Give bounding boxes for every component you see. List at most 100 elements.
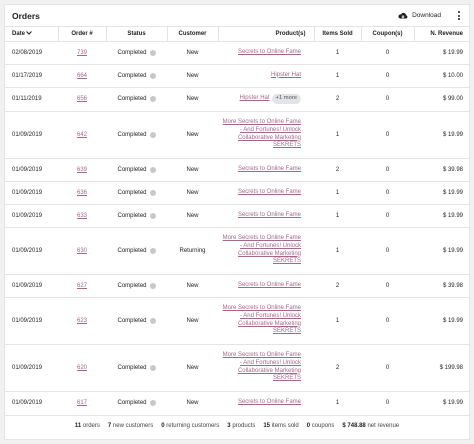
product-link[interactable]: More Secrets to Online Fame - And Fortun… [222,305,301,335]
product-link[interactable]: Secrets to Online Fame [237,281,301,288]
status-label: Completed [117,96,147,102]
status-dot-icon [149,400,156,406]
table-row: 01/09/2019 620 Completed New More Secrets to… [5,344,469,392]
card-title: Orders [12,10,40,21]
cell-date: 01/09/2019 [5,111,58,159]
cell-coupons: 0 [361,87,414,112]
status-label: Completed [117,317,147,324]
cell-status: Completed [106,344,167,392]
status-label: Completed [117,364,147,371]
cell-coupons: 0 [361,111,414,159]
cell-coupons: 0 [361,158,414,182]
column-header-coupons[interactable]: Coupon(s) [361,27,415,42]
order-link[interactable]: 636 [76,189,87,196]
table-row: 01/09/2019 636 Completed New Secrets to Onli… [5,181,469,205]
cell-status: Completed [106,297,167,345]
summary-item: 15 items sold [263,423,298,429]
cell-customer: New [167,87,218,112]
cell-items-sold: 1 [314,41,361,65]
product-link[interactable]: More Secrets to Online Fame - And Fortun… [222,352,301,382]
order-link[interactable]: 642 [76,131,87,138]
product-link[interactable]: Secrets to Online Fame [237,399,301,406]
cell-product: Secrets to Online Fame [218,391,314,416]
summary-value: $ 748.88 [342,423,366,429]
cell-net-revenue: $ 199.98 [414,344,469,392]
product-link[interactable]: Secrets to Online Fame [237,165,301,172]
summary-bar: 11 orders 7 new customers 0 returning cust… [5,416,469,437]
status-label: Completed [117,131,147,138]
cell-product: Hipster Hat +1 more [218,87,314,112]
cell-items-sold: 1 [314,111,361,159]
cell-status: Completed [106,227,167,275]
cell-order: 639 [58,158,106,182]
status-dot-icon [149,49,156,56]
cell-net-revenue: $ 19.99 [414,204,469,228]
cell-coupons: 0 [361,391,414,416]
cell-net-revenue: $ 19.99 [414,227,469,275]
order-link[interactable]: 617 [76,400,87,406]
column-header-items-sold[interactable]: Items Sold [314,27,362,42]
cell-status: Completed [106,41,167,65]
column-header-date[interactable]: Date [5,27,59,42]
cell-net-revenue: $ 39.98 [414,158,469,182]
order-link[interactable]: 639 [76,166,87,173]
column-header-status[interactable]: Status [106,27,168,42]
cell-net-revenue: $ 19.99 [414,391,469,416]
status-dot-icon [149,247,156,254]
order-link[interactable]: 630 [76,247,87,254]
summary-value: 11 [74,423,82,429]
cell-items-sold: 1 [314,391,361,416]
cell-status: Completed [106,87,167,112]
order-link[interactable]: 623 [76,317,87,324]
cell-product: Secrets to Online Fame [218,158,314,182]
cell-coupons: 0 [361,41,414,65]
orders-table: Date Order # Status Customer Product(s) … [5,27,469,416]
summary-label: coupons [311,423,335,429]
column-header-customer[interactable]: Customer [167,27,219,42]
product-link[interactable]: Hipster Hat [270,71,301,78]
cell-customer: New [167,181,218,205]
download-button[interactable]: Download [398,12,441,20]
summary-value: 0 [306,423,311,429]
order-link[interactable]: 656 [76,96,87,102]
more-products-badge[interactable]: +1 more [271,94,301,104]
column-header-products[interactable]: Product(s) [218,27,315,42]
cell-date: 01/11/2019 [5,87,58,112]
order-link[interactable]: 739 [76,49,87,56]
summary-label: products [232,423,256,429]
summary-value: 15 [263,423,271,429]
order-link[interactable]: 620 [76,364,87,371]
cell-items-sold: 1 [314,227,361,275]
cell-status: Completed [106,111,167,159]
cell-coupons: 0 [361,227,414,275]
cell-customer: New [167,158,218,182]
table-header-row: Date Order # Status Customer Product(s) … [5,27,469,42]
card-header: Orders Download [5,5,469,27]
cell-product: Secrets to Online Fame [218,41,314,65]
status-label: Completed [117,49,147,56]
product-link[interactable]: Secrets to Online Fame [237,48,301,55]
product-link[interactable]: More Secrets to Online Fame - And Fortun… [222,235,301,265]
product-link[interactable]: More Secrets to Online Fame - And Fortun… [222,119,301,149]
summary-value: 3 [227,423,231,429]
order-link[interactable]: 627 [76,282,87,289]
kebab-menu-icon[interactable] [455,11,463,20]
cell-order: 739 [58,41,106,65]
product-link[interactable]: Hipster Hat [239,95,270,102]
cell-date: 01/09/2019 [5,297,58,345]
summary-item: $ 748.88 net revenue [342,423,399,429]
column-header-order[interactable]: Order # [58,27,107,42]
table-row: 01/09/2019 633 Completed New Secrets to Onli… [5,204,469,228]
cell-customer: New [167,297,218,345]
table-row: 02/08/2019 739 Completed New Secrets to Onli… [5,41,469,65]
cell-net-revenue: $ 10.00 [414,64,469,88]
order-link[interactable]: 664 [76,72,87,79]
column-header-net-revenue[interactable]: N. Revenue [414,27,469,42]
product-link[interactable]: Secrets to Online Fame [237,211,301,218]
cell-product: More Secrets to Online Fame - And Fortun… [218,227,314,275]
cell-product: More Secrets to Online Fame - And Fortun… [218,111,314,159]
cell-product: Secrets to Online Fame [218,204,314,228]
product-link[interactable]: Secrets to Online Fame [237,188,301,195]
summary-item: 7 new customers [108,423,153,429]
order-link[interactable]: 633 [76,212,87,219]
